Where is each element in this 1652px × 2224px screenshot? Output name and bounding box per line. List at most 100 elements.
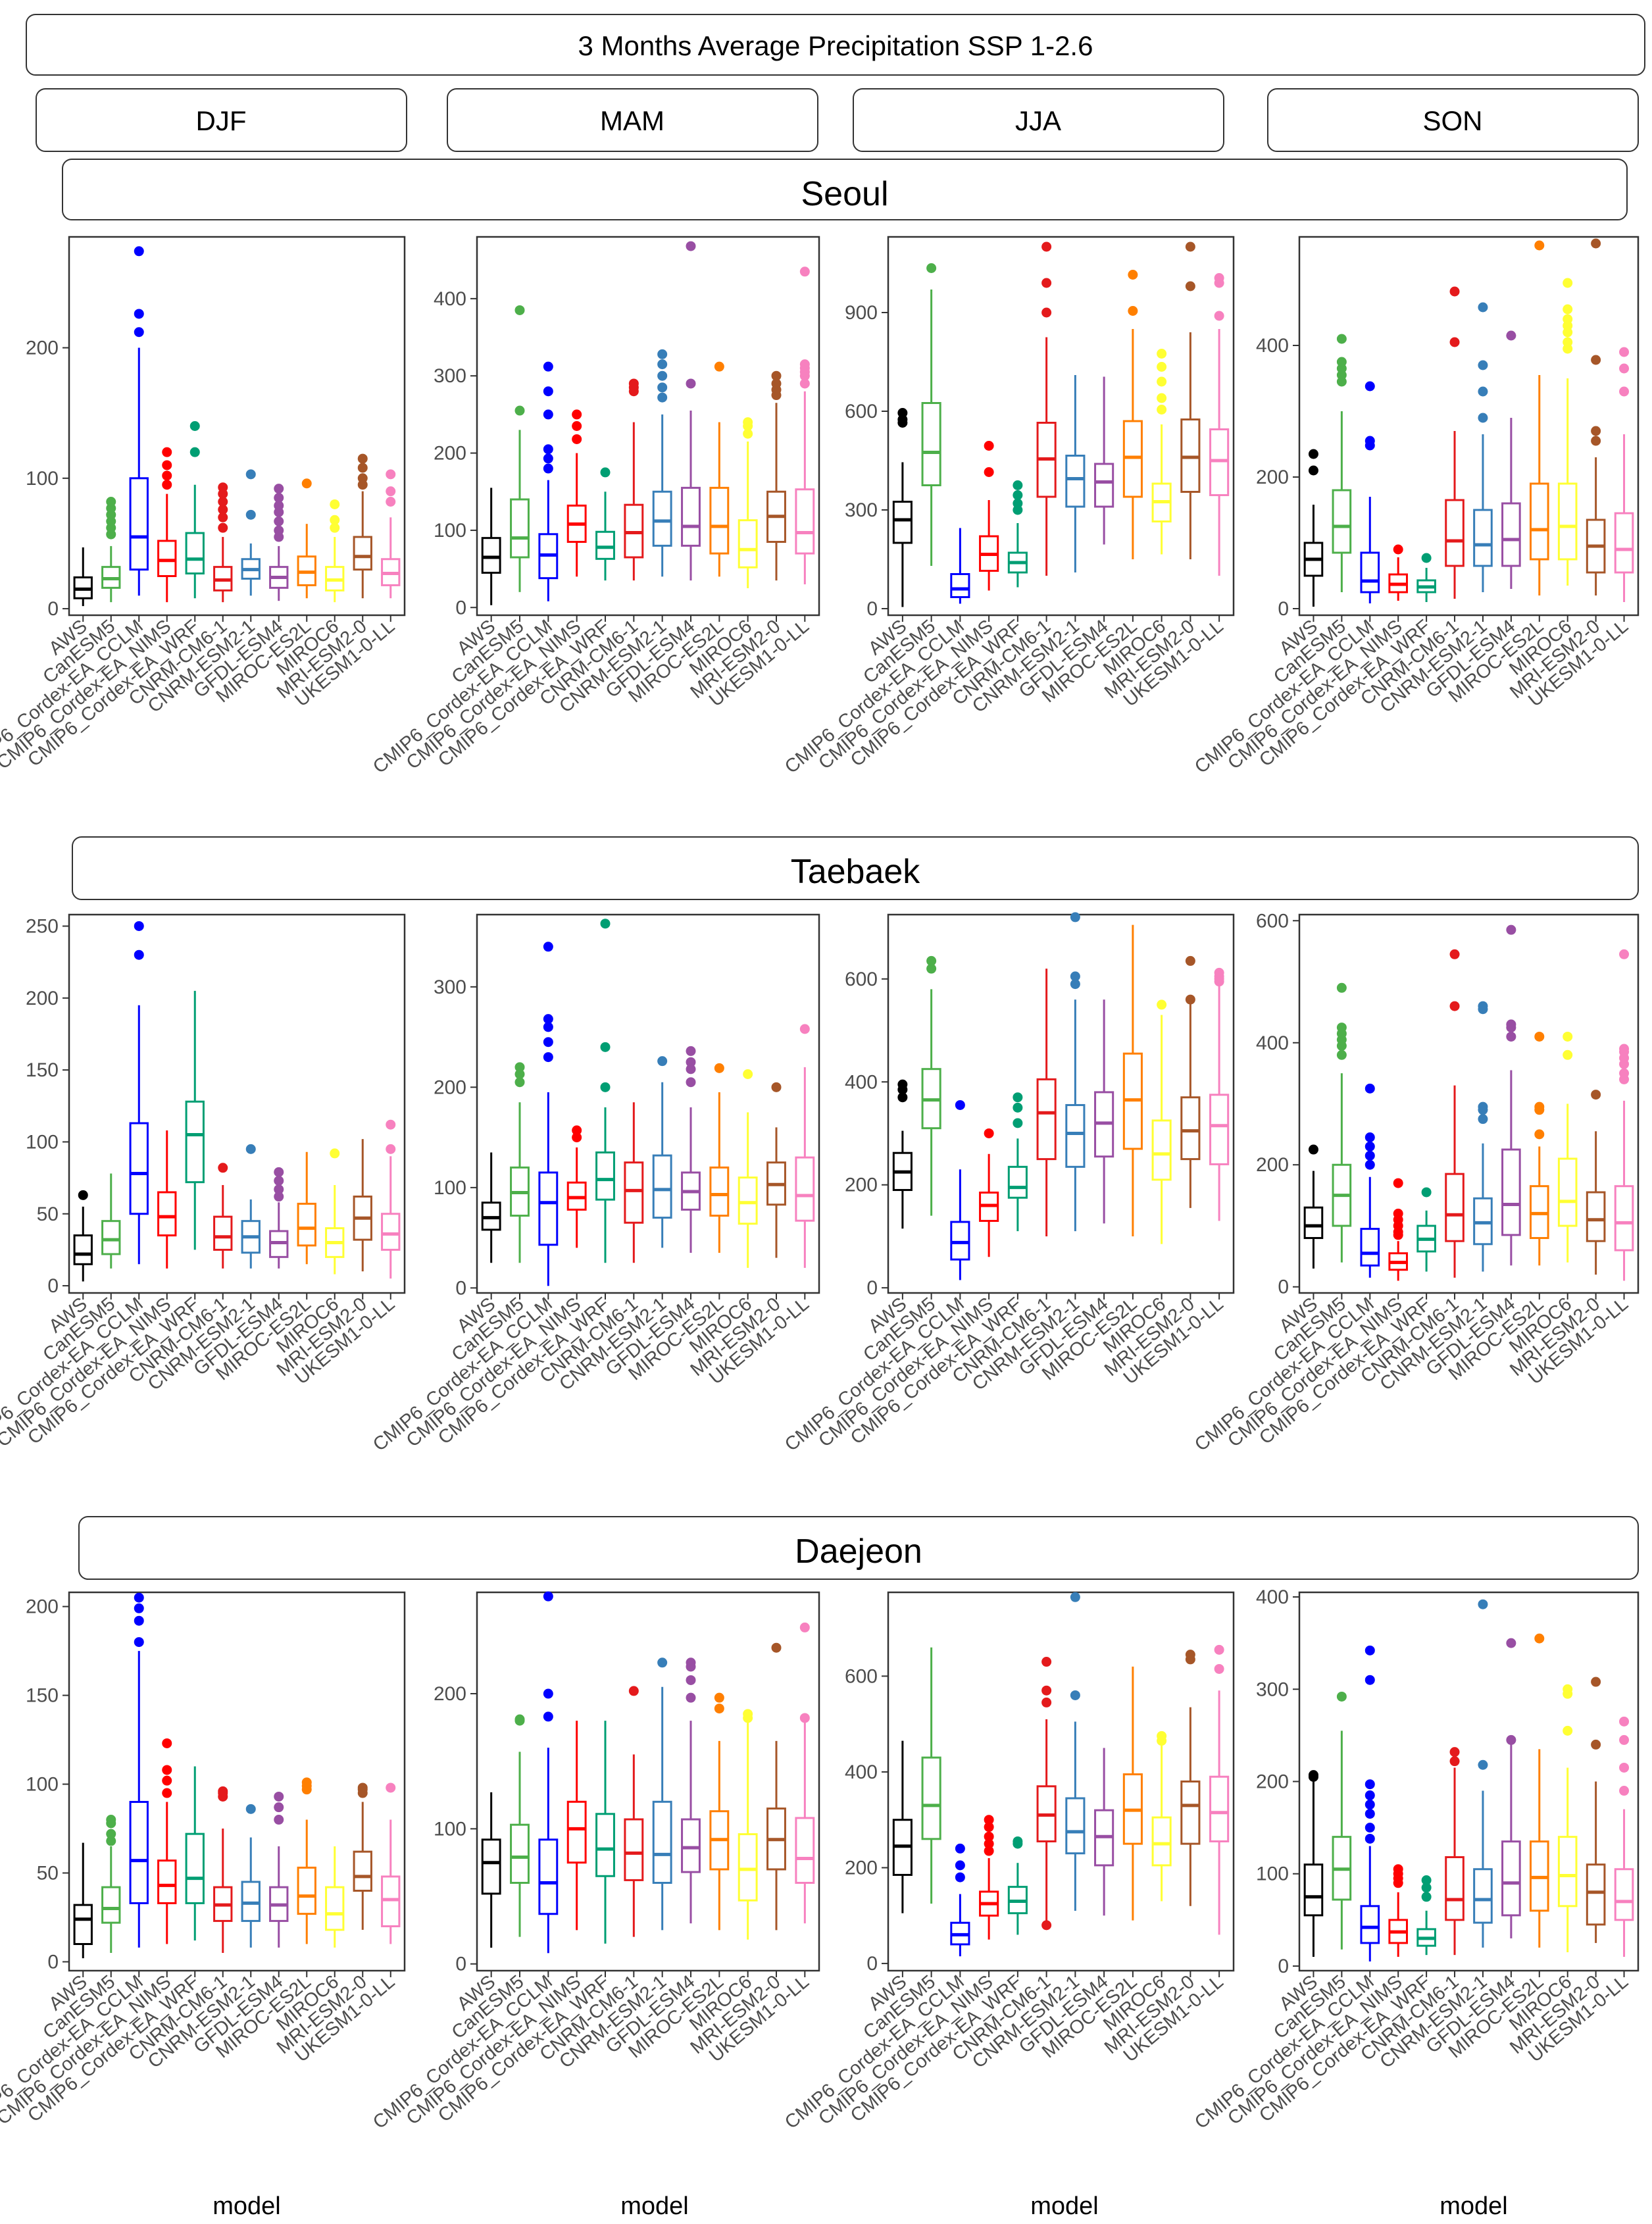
box-cnrm-cm6-1: [1445, 286, 1464, 599]
panel-frame: [68, 236, 406, 617]
panel-frame: [68, 913, 406, 1294]
iqr-box: [73, 1234, 93, 1265]
y-tick-label: 0: [47, 1275, 59, 1297]
box-cmip6_cordex-ea_nims: [157, 1130, 177, 1269]
box-ukesm1-0-ll: [1209, 1644, 1230, 1935]
outlier-point: [1421, 1883, 1432, 1893]
outlier-point: [771, 378, 782, 389]
iqr-box: [185, 1100, 205, 1184]
outlier-point: [686, 241, 696, 251]
outlier-point: [984, 1846, 994, 1856]
box-canesm5: [101, 1815, 121, 1954]
outlier-point: [743, 417, 753, 428]
box-miroc6: [738, 417, 758, 588]
outlier-point: [274, 1802, 284, 1813]
outlier-point: [1421, 1892, 1432, 1902]
outlier-point: [274, 516, 284, 526]
iqr-box: [1557, 1157, 1578, 1227]
outlier-point: [1070, 971, 1080, 982]
outlier-point: [657, 382, 668, 393]
outlier-point: [1449, 1756, 1460, 1767]
outlier-point: [657, 1056, 668, 1067]
outlier-point: [245, 509, 256, 520]
region-label-taebaek: Taebaek: [791, 853, 921, 891]
y-tick-label: 900: [845, 302, 878, 324]
outlier-point: [1534, 1129, 1545, 1140]
outlier-point: [600, 919, 611, 929]
iqr-box: [1586, 1863, 1606, 1926]
box-ukesm1-0-ll: [1614, 949, 1634, 1281]
season-strip-son: SON: [1267, 88, 1639, 152]
box-ukesm1-0-ll: [1209, 967, 1230, 1221]
outlier-point: [1449, 1001, 1460, 1011]
outlier-point: [799, 266, 810, 277]
panel-seoul-jja: 0300600900AWSCanESM5CMIP6_Cordex-EA_CCLM…: [781, 236, 1235, 778]
outlier-point: [514, 1062, 525, 1073]
box-mri-esm2-0: [1180, 955, 1201, 1208]
box-cmip6_cordex-ea_wrf: [1007, 480, 1028, 588]
outlier-point: [657, 370, 668, 381]
season-strip-mam: MAM: [447, 88, 818, 152]
box-ukesm1-0-ll: [381, 469, 401, 599]
box-mri-esm2-0: [1180, 241, 1201, 559]
outlier-point: [1619, 363, 1630, 374]
iqr-box: [213, 1215, 233, 1251]
box-ukesm1-0-ll: [795, 1024, 815, 1268]
iqr-box: [921, 402, 941, 486]
iqr-box: [921, 1756, 941, 1840]
iqr-box: [101, 1886, 121, 1924]
outlier-point: [330, 522, 340, 533]
outlier-point: [218, 497, 228, 507]
y-tick-label: 300: [845, 499, 878, 521]
box-canesm5: [1332, 334, 1352, 592]
outlier-point: [714, 1704, 724, 1714]
outlier-point: [984, 1822, 994, 1832]
box-miroc6: [1151, 999, 1172, 1244]
outlier-point: [743, 1069, 753, 1080]
iqr-box: [185, 532, 205, 575]
iqr-box: [652, 490, 672, 547]
outlier-point: [386, 486, 396, 497]
y-tick-label: 600: [845, 969, 878, 990]
outlier-point: [1041, 241, 1052, 252]
outlier-point: [543, 1014, 553, 1024]
outlier-point: [984, 467, 994, 477]
y-tick-label: 200: [1256, 1154, 1289, 1176]
box-miroc-es2l: [1529, 240, 1549, 595]
outlier-point: [686, 1064, 696, 1074]
y-tick-label: 400: [845, 1761, 878, 1783]
outlier-point: [1421, 1187, 1432, 1198]
y-tick-label: 100: [1256, 1863, 1289, 1885]
outlier-point: [1364, 1833, 1375, 1844]
iqr-box: [381, 1213, 401, 1251]
outlier-point: [514, 1077, 525, 1088]
outlier-point: [134, 1603, 144, 1613]
iqr-box: [297, 1202, 316, 1247]
outlier-point: [771, 370, 782, 381]
y-tick-label: 100: [434, 1818, 466, 1840]
outlier-point: [1619, 1044, 1630, 1054]
y-tick-label: 150: [26, 1059, 59, 1081]
outlier-point: [1364, 436, 1375, 446]
iqr-box: [325, 1886, 345, 1931]
outlier-point: [218, 482, 228, 493]
iqr-box: [1007, 1165, 1028, 1199]
outlier-point: [1591, 238, 1601, 249]
y-tick-label: 200: [26, 1596, 59, 1618]
season-label-djf: DJF: [196, 105, 247, 136]
outlier-point: [1478, 302, 1488, 313]
outlier-point: [600, 467, 611, 478]
box-gfdl-esm4: [1094, 376, 1114, 545]
outlier-point: [743, 1709, 753, 1719]
outlier-point: [245, 1804, 256, 1814]
outlier-point: [1478, 386, 1488, 397]
outlier-point: [543, 942, 553, 952]
outlier-point: [1364, 1800, 1375, 1810]
box-gfdl-esm4: [1094, 999, 1114, 1224]
outlier-point: [218, 512, 228, 522]
iqr-box: [795, 1156, 815, 1222]
box-cmip6_cordex-ea_nims: [1388, 544, 1409, 601]
box-mri-esm2-0: [766, 370, 786, 581]
box-cmip6_cordex-ea_cclm: [129, 1592, 149, 1948]
